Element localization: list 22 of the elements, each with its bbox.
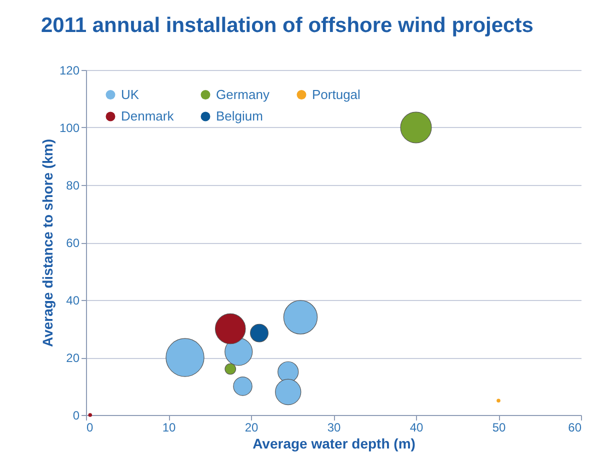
legend-label: Belgium xyxy=(216,108,263,124)
x-tick-label: 20 xyxy=(244,420,258,434)
chart-title: 2011 annual installation of offshore wind projects xyxy=(40,14,534,37)
x-tick-label: 0 xyxy=(86,420,94,434)
x-tick-label: 10 xyxy=(162,420,176,434)
y-tick-label: 0 xyxy=(72,408,80,422)
legend-label: UK xyxy=(121,86,140,102)
y-tick-label: 80 xyxy=(66,178,80,192)
y-tick-label: 120 xyxy=(59,64,80,78)
x-tick-label: 50 xyxy=(492,420,506,434)
y-axis-title: Average distance to shore (km) xyxy=(39,139,56,347)
y-tick-label: 40 xyxy=(66,294,80,308)
legend-label: Germany xyxy=(216,86,270,102)
y-tick-label: 60 xyxy=(66,236,80,250)
x-axis-title: Average water depth (m) xyxy=(252,436,416,452)
x-tick-label: 30 xyxy=(327,420,341,434)
x-tick-label: 60 xyxy=(568,420,582,434)
x-tick-label: 40 xyxy=(410,420,424,434)
y-tick-label: 20 xyxy=(66,351,80,365)
legend-label: Denmark xyxy=(121,108,174,124)
y-tick-label: 100 xyxy=(59,121,80,135)
legend-label: Portugal xyxy=(312,86,361,102)
